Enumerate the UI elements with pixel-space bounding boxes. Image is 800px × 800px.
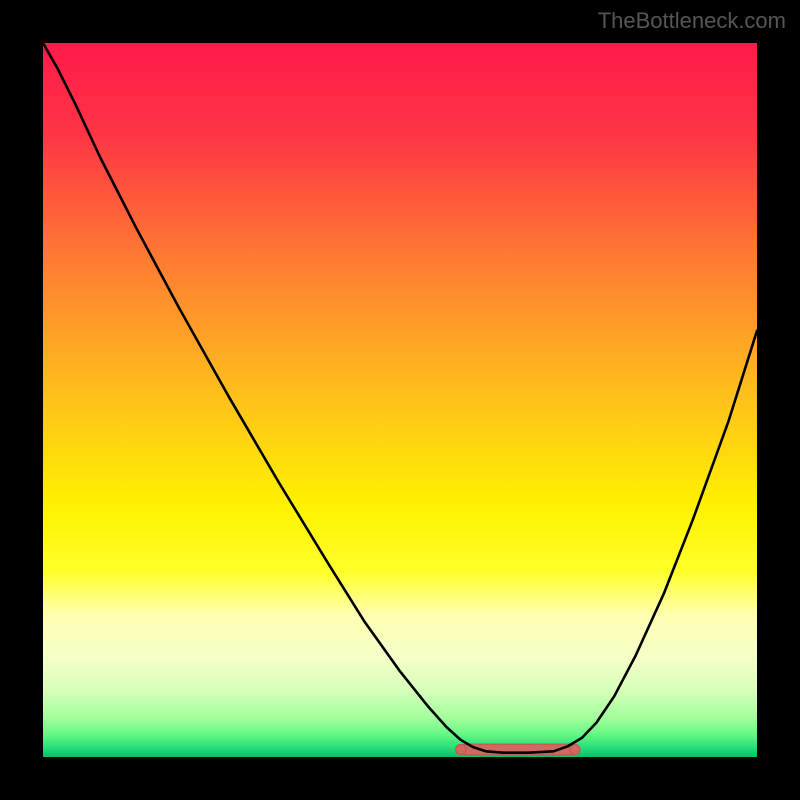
- chart-container: TheBottleneck.com: [0, 0, 800, 800]
- plot-background: [43, 43, 757, 757]
- bottleneck-chart: [0, 0, 800, 800]
- watermark-text: TheBottleneck.com: [598, 8, 786, 34]
